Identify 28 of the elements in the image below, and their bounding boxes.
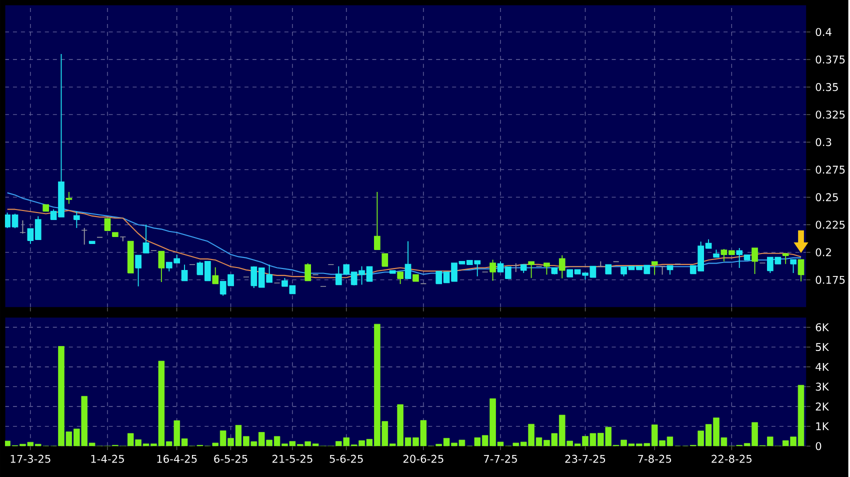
y-tick-label: 0.3 (816, 138, 832, 146)
y-tick-label: 3K (816, 382, 830, 391)
x-tick-label: 21-5-25 (272, 454, 312, 463)
y-tick-label: 0.2 (816, 248, 831, 256)
x-tick-label: 23-7-25 (565, 454, 606, 463)
x-tick-label: 17-3-25 (10, 454, 50, 463)
x-tick-label: 7-7-25 (484, 454, 517, 463)
y-tick-label: 0.175 (816, 276, 845, 284)
x-tick-label: 20-6-25 (403, 454, 444, 463)
x-tick-label: 22-8-25 (712, 454, 752, 463)
y-tick-label: 4K (816, 362, 830, 371)
y-tick-label: 6K (816, 323, 830, 332)
y-tick-label: 0.325 (816, 110, 845, 119)
y-tick-label: 0.275 (816, 166, 845, 174)
x-tick-label: 7-8-25 (638, 454, 672, 463)
x-tick-label: 6-5-25 (214, 454, 248, 463)
y-tick-label: 0 (816, 442, 822, 450)
y-tick-label: 0.25 (816, 193, 838, 202)
y-tick-label: 0.35 (816, 83, 838, 92)
y-tick-label: 0.375 (816, 55, 845, 64)
y-tick-label: 0.225 (816, 220, 845, 229)
y-tick-label: 5K (816, 343, 830, 352)
y-tick-label: 0.4 (816, 28, 832, 36)
x-tick-label: 1-4-25 (91, 454, 124, 463)
x-tick-label: 5-6-25 (330, 454, 363, 463)
x-tick-label: 16-4-25 (157, 454, 197, 463)
y-tick-label: 2K (816, 402, 830, 410)
y-tick-label: 1K (816, 422, 830, 430)
